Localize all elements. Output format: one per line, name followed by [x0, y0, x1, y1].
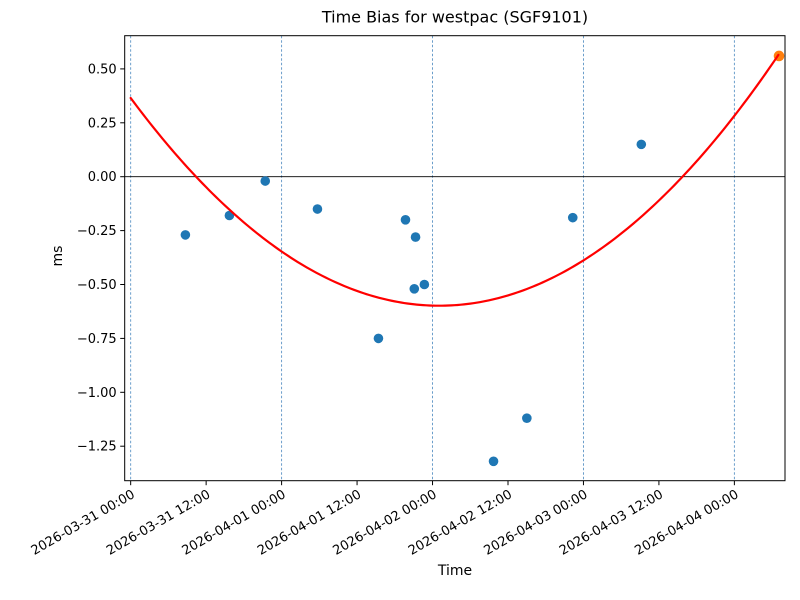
y-tick-label: −1.25 [77, 440, 117, 455]
y-tick-label: 0.00 [88, 170, 117, 185]
x-axis-label: Time [437, 563, 473, 579]
y-tick-label: −0.50 [77, 278, 117, 293]
y-tick-label: 0.25 [88, 116, 117, 131]
bias-measurements-point [410, 232, 421, 242]
bias-measurements-point [488, 456, 499, 467]
bias-measurements-point [419, 279, 430, 290]
quadratic-fit-curve [129, 53, 780, 307]
plot-frame [124, 35, 786, 482]
y-tick-label: 0.50 [88, 62, 117, 77]
bias-measurements-point [260, 176, 271, 186]
bias-measurements-point [373, 333, 384, 344]
y-tick-label: −0.25 [77, 224, 117, 239]
bias-measurements-point [522, 413, 532, 423]
bias-measurements-point [312, 204, 323, 214]
y-tick-label: −0.75 [77, 332, 117, 347]
bias-measurements-point [409, 284, 420, 294]
bias-measurements-point [567, 212, 578, 223]
y-tick-label: −1.00 [77, 386, 117, 401]
bias-measurements-point [636, 139, 647, 150]
chart-title: Time Bias for westpac (SGF9101) [321, 7, 589, 27]
bias-measurements-point [400, 215, 411, 225]
y-axis-label: ms [50, 245, 66, 267]
bias-measurements-point [180, 230, 191, 240]
